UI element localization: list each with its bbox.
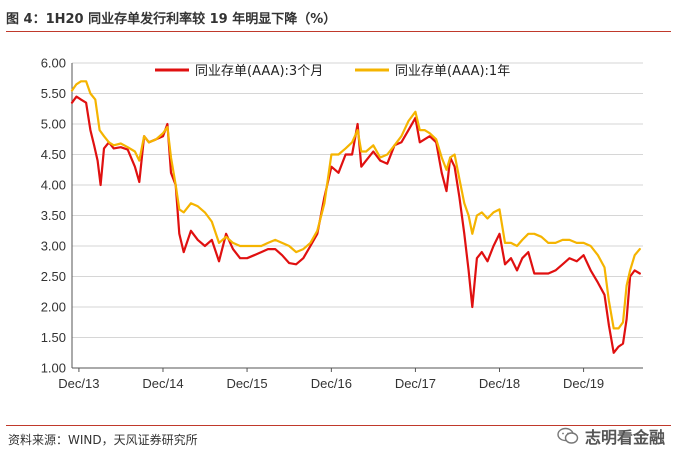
y-tick-label: 5.00 bbox=[41, 117, 66, 132]
x-tick-label: Dec/17 bbox=[395, 376, 436, 391]
y-tick-label: 3.50 bbox=[41, 208, 66, 223]
x-tick-label: Dec/19 bbox=[563, 376, 604, 391]
legend-label-2: 同业存单(AAA):1年 bbox=[395, 64, 510, 79]
x-tick-label: Dec/14 bbox=[142, 376, 183, 391]
series-lines bbox=[70, 80, 641, 354]
source-note: 资料来源：WIND，天风证券研究所 bbox=[8, 433, 198, 447]
y-tick-label: 1.50 bbox=[41, 330, 66, 345]
title-rule bbox=[6, 31, 671, 32]
x-tick-label: Dec/15 bbox=[226, 376, 267, 391]
axes: 1.00 1.50 2.00 2.50 3.00 3.50 4.00 4.50 5.00 5.50… bbox=[41, 56, 643, 391]
watermark-text: 志明看金融 bbox=[584, 428, 665, 447]
y-tick-label: 1.00 bbox=[41, 361, 66, 376]
y-tick-label: 2.50 bbox=[41, 269, 66, 284]
x-tick-label: Dec/18 bbox=[479, 376, 520, 391]
y-tick-label: 3.00 bbox=[41, 239, 66, 254]
line-chart: 1.00 1.50 2.00 2.50 3.00 3.50 4.00 4.50 5.00 5.50… bbox=[41, 56, 643, 391]
bottom-rule bbox=[6, 425, 671, 426]
x-tick-label: Dec/16 bbox=[311, 376, 352, 391]
legend: 同业存单(AAA):3个月 同业存单(AAA):1年 bbox=[155, 64, 510, 79]
watermark: 志明看金融 bbox=[557, 424, 665, 448]
x-tick-label: Dec/13 bbox=[58, 376, 99, 391]
y-tick-label: 2.00 bbox=[41, 300, 66, 315]
wechat-icon bbox=[557, 427, 579, 444]
legend-label-1: 同业存单(AAA):3个月 bbox=[195, 64, 323, 79]
y-tick-label: 4.00 bbox=[41, 178, 66, 193]
gridlines bbox=[72, 62, 643, 369]
series-line-2 bbox=[70, 80, 641, 330]
figure-title: 图 4：1H20 同业存单发行利率较 19 年明显下降（%） bbox=[6, 12, 337, 27]
y-tick-label: 4.50 bbox=[41, 147, 66, 162]
y-tick-label: 6.00 bbox=[41, 56, 66, 71]
y-tick-label: 5.50 bbox=[41, 86, 66, 101]
